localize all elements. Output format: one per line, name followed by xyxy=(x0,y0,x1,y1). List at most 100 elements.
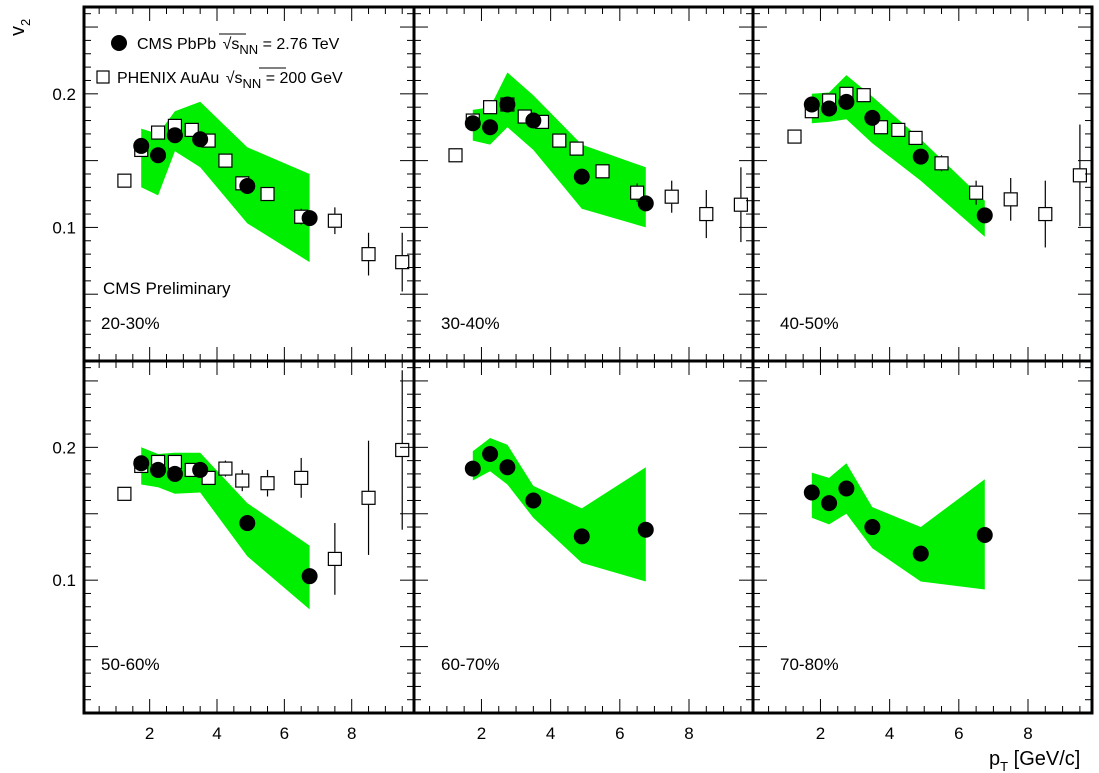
legend-phenix-prefix: PHENIX AuAu xyxy=(117,70,219,87)
phenix-point xyxy=(569,141,584,156)
phenix-point xyxy=(1003,192,1018,207)
phenix-point xyxy=(235,473,250,488)
phenix-point xyxy=(856,88,871,103)
y-tick-label: 0.1 xyxy=(52,218,76,237)
x-tick-label: 6 xyxy=(280,724,289,743)
cms-point xyxy=(133,137,150,154)
cms-preliminary-label: CMS Preliminary xyxy=(103,279,231,298)
phenix-point xyxy=(260,186,275,202)
phenix-point xyxy=(733,197,748,212)
legend-phenix-marker xyxy=(96,70,110,84)
cms-point xyxy=(239,515,256,532)
phenix-point xyxy=(218,461,233,476)
phenix-point xyxy=(294,470,309,485)
cms-point xyxy=(301,568,318,585)
cms-point xyxy=(166,465,183,482)
x-tick-label: 4 xyxy=(546,724,555,743)
legend-phenix-text: PHENIX AuAu √sNN = 200 GeV xyxy=(117,70,343,91)
x-tick-label: 2 xyxy=(816,724,825,743)
phenix-point xyxy=(395,442,410,458)
x-axis-title-sub: T xyxy=(1000,759,1008,773)
x-tick-label: 8 xyxy=(684,724,693,743)
phenix-point xyxy=(361,247,376,262)
cms-point xyxy=(976,527,993,544)
x-tick-label: 8 xyxy=(1023,724,1032,743)
y-tick-label: 0.1 xyxy=(52,571,76,590)
phenix-point xyxy=(787,129,802,144)
centrality-label: 30-40% xyxy=(441,314,500,333)
phenix-point xyxy=(908,130,923,146)
panel-40-50%: 40-50% xyxy=(753,7,1092,361)
cms-point xyxy=(301,210,318,227)
legend-cms-sub: NN xyxy=(239,42,258,57)
cms-point xyxy=(464,115,481,132)
cms-point xyxy=(912,148,929,165)
cms-point xyxy=(821,495,838,512)
x-axis-title: pT [GeV/c] xyxy=(989,748,1080,773)
phenix-point xyxy=(260,476,275,491)
phenix-point xyxy=(448,148,463,163)
y-axis-title-main: v xyxy=(7,26,29,36)
phenix-point xyxy=(873,120,889,135)
phenix-point xyxy=(327,551,342,567)
panel-60-70%: 2 4 6 8 60-70% xyxy=(414,361,753,743)
x-tick-label: 2 xyxy=(145,724,154,743)
cms-point xyxy=(499,96,516,113)
x-tick-label: 6 xyxy=(615,724,624,743)
cms-point xyxy=(573,168,590,185)
phenix-point xyxy=(1038,206,1053,222)
cms-point xyxy=(482,445,499,462)
cms-point xyxy=(912,545,929,562)
cms-point xyxy=(133,455,150,472)
x-axis-title-main: p xyxy=(989,748,1000,770)
phenix-point xyxy=(361,490,376,505)
legend-phenix-sub: NN xyxy=(243,76,262,91)
phenix-point xyxy=(934,156,949,171)
legend-cms-text: CMS PbPb √sNN = 2.76 TeV xyxy=(137,36,340,57)
phenix-point xyxy=(891,122,906,137)
cms-point xyxy=(838,480,855,497)
cms-point xyxy=(192,461,209,478)
systematic-band-40-50% xyxy=(811,75,985,237)
cms-point xyxy=(864,109,881,126)
phenix-point xyxy=(1072,168,1087,183)
centrality-label: 20-30% xyxy=(101,314,160,333)
y-axis-title: v2 xyxy=(7,19,33,36)
legend-phenix-sqrt: √ xyxy=(226,70,235,87)
cms-point xyxy=(166,127,183,144)
cms-point xyxy=(803,96,820,113)
panel-50-60%: 0.1 0.2 2 4 6 8 50-60% xyxy=(52,361,414,743)
legend-cms-prefix: CMS PbPb xyxy=(137,36,216,53)
cms-point xyxy=(239,178,256,195)
panels-layer: 0.1 0.2 20-30% 30-40% 40-50% 0.1 0.2 2 4 6 8 50-60%… xyxy=(52,7,1092,743)
cms-point xyxy=(637,195,654,212)
centrality-label: 70-80% xyxy=(780,655,839,674)
systematic-band-20-30% xyxy=(141,101,310,263)
cms-point xyxy=(864,519,881,536)
centrality-label: 60-70% xyxy=(441,655,500,674)
phenix-point xyxy=(327,213,342,228)
x-axis-title-unit: [GeV/c] xyxy=(1008,748,1080,770)
phenix-point xyxy=(218,153,233,168)
y-tick-label: 0.2 xyxy=(52,438,76,457)
legend-cms-sqrt: √ xyxy=(223,36,232,53)
legend-cms-suffix: = 2.76 TeV xyxy=(258,36,339,53)
cms-point xyxy=(525,112,542,129)
y-tick-label: 0.2 xyxy=(52,85,76,104)
panel-70-80%: 2 4 6 8 70-80% xyxy=(753,361,1092,743)
panel-20-30%: 0.1 0.2 20-30% xyxy=(52,7,414,361)
cms-point xyxy=(637,521,654,538)
phenix-point xyxy=(117,173,132,188)
frame-layer xyxy=(82,5,1094,715)
legend: CMS PbPb √sNN = 2.76 TeV PHENIX AuAu √sN… xyxy=(96,33,343,91)
centrality-label: 50-60% xyxy=(101,655,160,674)
cms-point xyxy=(499,459,516,476)
legend-phenix-suffix: = 200 GeV xyxy=(261,70,343,87)
cms-point xyxy=(192,131,209,148)
cms-point xyxy=(525,492,542,509)
x-tick-label: 2 xyxy=(477,724,486,743)
phenix-point xyxy=(664,189,679,204)
phenix-point xyxy=(150,125,166,140)
y-axis-title-sub: 2 xyxy=(18,19,33,26)
systematic-band-50-60% xyxy=(141,447,310,610)
